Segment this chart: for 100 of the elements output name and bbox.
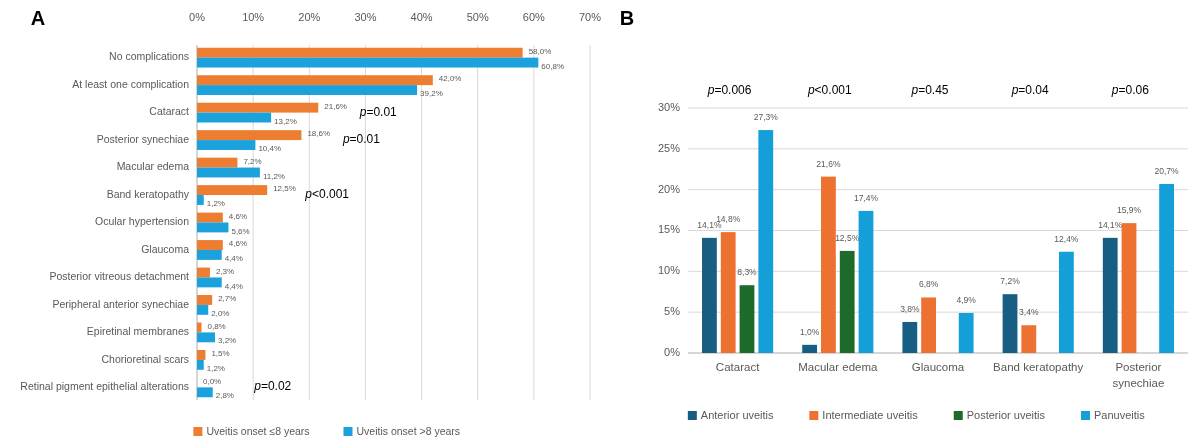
bar: [958, 312, 974, 353]
bar: [197, 157, 238, 168]
data-label: 14,1%: [1098, 219, 1123, 230]
y-tick-label: Posterior vitreous detachment: [49, 270, 190, 283]
bar: [1002, 294, 1018, 353]
legend-label: Uveitis onset >8 years: [356, 424, 461, 437]
data-label: 2,3%: [215, 266, 235, 276]
data-label: 1,2%: [206, 363, 225, 373]
legend-label: Anterior uveitis: [700, 408, 775, 421]
data-label: 1,0%: [799, 326, 820, 337]
data-label: 17,4%: [853, 192, 879, 203]
data-label: 0,0%: [203, 376, 222, 386]
y-tick-label: 20%: [657, 182, 681, 195]
bar: [720, 232, 736, 353]
bar: [197, 140, 256, 150]
bar: [197, 332, 215, 343]
y-tick-label: Epiretinal membranes: [86, 325, 189, 338]
x-tick-label: Macular edema: [798, 361, 879, 373]
legend-label: Intermediate uveitis: [822, 408, 919, 421]
text: p=0.006: [706, 83, 752, 98]
data-label: 2,8%: [215, 391, 234, 401]
data-label: 3,8%: [900, 303, 920, 314]
y-tick-label: Chorioretinal scars: [101, 352, 189, 365]
x-tick-label: 0%: [189, 10, 206, 23]
bar: [1159, 183, 1174, 353]
x-tick-label: Cataract: [715, 361, 761, 373]
y-tick-label: Cataract: [149, 105, 190, 118]
bar: [758, 130, 774, 353]
data-label: 12,5%: [273, 184, 296, 194]
data-label: 4,4%: [224, 281, 243, 291]
y-tick-label: No complications: [109, 50, 189, 63]
data-label: 4,6%: [228, 211, 248, 221]
data-label: 13,2%: [274, 116, 297, 126]
bar: [197, 130, 302, 141]
data-label: 8,3%: [737, 267, 758, 278]
bar: [197, 212, 223, 223]
data-label: 10,4%: [258, 144, 282, 154]
legend-label: Posterior uveitis: [966, 408, 1046, 421]
y-tick-label: Glaucoma: [141, 242, 190, 255]
chart-title: A: [30, 7, 46, 30]
y-tick-label: 0%: [664, 345, 681, 358]
annotation: p=0.01: [341, 132, 381, 147]
bar: [197, 222, 229, 233]
bar: [1102, 237, 1118, 353]
x-tick-label: 10%: [242, 10, 265, 23]
data-label: 4,9%: [956, 294, 977, 305]
data-label: 3,2%: [217, 336, 237, 346]
y-tick-label: 30%: [657, 100, 681, 113]
data-label: 20,7%: [1154, 165, 1180, 176]
x-tick-label: Posterior synechiae: [1112, 361, 1165, 389]
bar: [858, 210, 874, 353]
data-label: 42,0%: [438, 74, 462, 84]
bar: [197, 359, 204, 370]
y-tick-label: 15%: [657, 223, 681, 236]
bar: [702, 237, 717, 353]
y-tick-label: 25%: [657, 141, 681, 154]
y-tick-label: Macular edema: [116, 160, 190, 173]
bar: [197, 112, 272, 123]
bar: [197, 295, 213, 305]
bar: [197, 47, 523, 58]
data-label: 4,4%: [224, 254, 243, 264]
data-label: 7,2%: [1000, 276, 1021, 287]
bar: [197, 102, 319, 113]
x-tick-label: 50%: [466, 10, 489, 23]
data-label: 21,6%: [816, 158, 841, 169]
text: p=0.04: [1010, 83, 1050, 98]
data-label: 7,2%: [243, 156, 262, 166]
annotation: p=0.02: [253, 379, 292, 394]
data-label: 2,7%: [218, 294, 237, 304]
data-label: 18,6%: [307, 129, 331, 139]
x-tick-label: 30%: [354, 10, 377, 23]
bar: [197, 277, 222, 288]
x-tick-label: 20%: [298, 10, 321, 23]
data-label: 21,6%: [324, 101, 347, 111]
data-label: 60,8%: [541, 61, 565, 71]
annotation: p<0.001: [304, 187, 350, 202]
y-tick-label: 10%: [657, 264, 681, 277]
x-tick-label: Band keratopathy: [993, 361, 1084, 373]
bar: [197, 387, 213, 398]
data-label: 4,6%: [228, 239, 248, 249]
bar: [197, 304, 209, 315]
bar: [839, 250, 855, 353]
chart-title: B: [619, 7, 635, 30]
x-tick-label: 70%: [578, 10, 602, 23]
data-label: 2,0%: [211, 308, 230, 318]
data-label: 15,9%: [1116, 205, 1142, 216]
bar: [197, 249, 222, 260]
legend-label: Panuveitis: [1093, 408, 1146, 421]
data-label: 1,2%: [206, 199, 225, 209]
data-label: 11,2%: [262, 171, 285, 181]
x-tick-label: 60%: [522, 10, 546, 23]
text: p=0.06: [1110, 83, 1150, 98]
data-label: 3,4%: [1019, 307, 1039, 318]
bar: [1058, 251, 1074, 353]
bar: [1021, 325, 1037, 353]
legend-label: Uveitis onset ≤8 years: [206, 424, 310, 437]
y-tick-label: Band keratopathy: [106, 187, 190, 200]
bar: [739, 285, 755, 353]
data-label: 6,8%: [918, 279, 939, 290]
data-label: 12,4%: [1054, 233, 1079, 244]
